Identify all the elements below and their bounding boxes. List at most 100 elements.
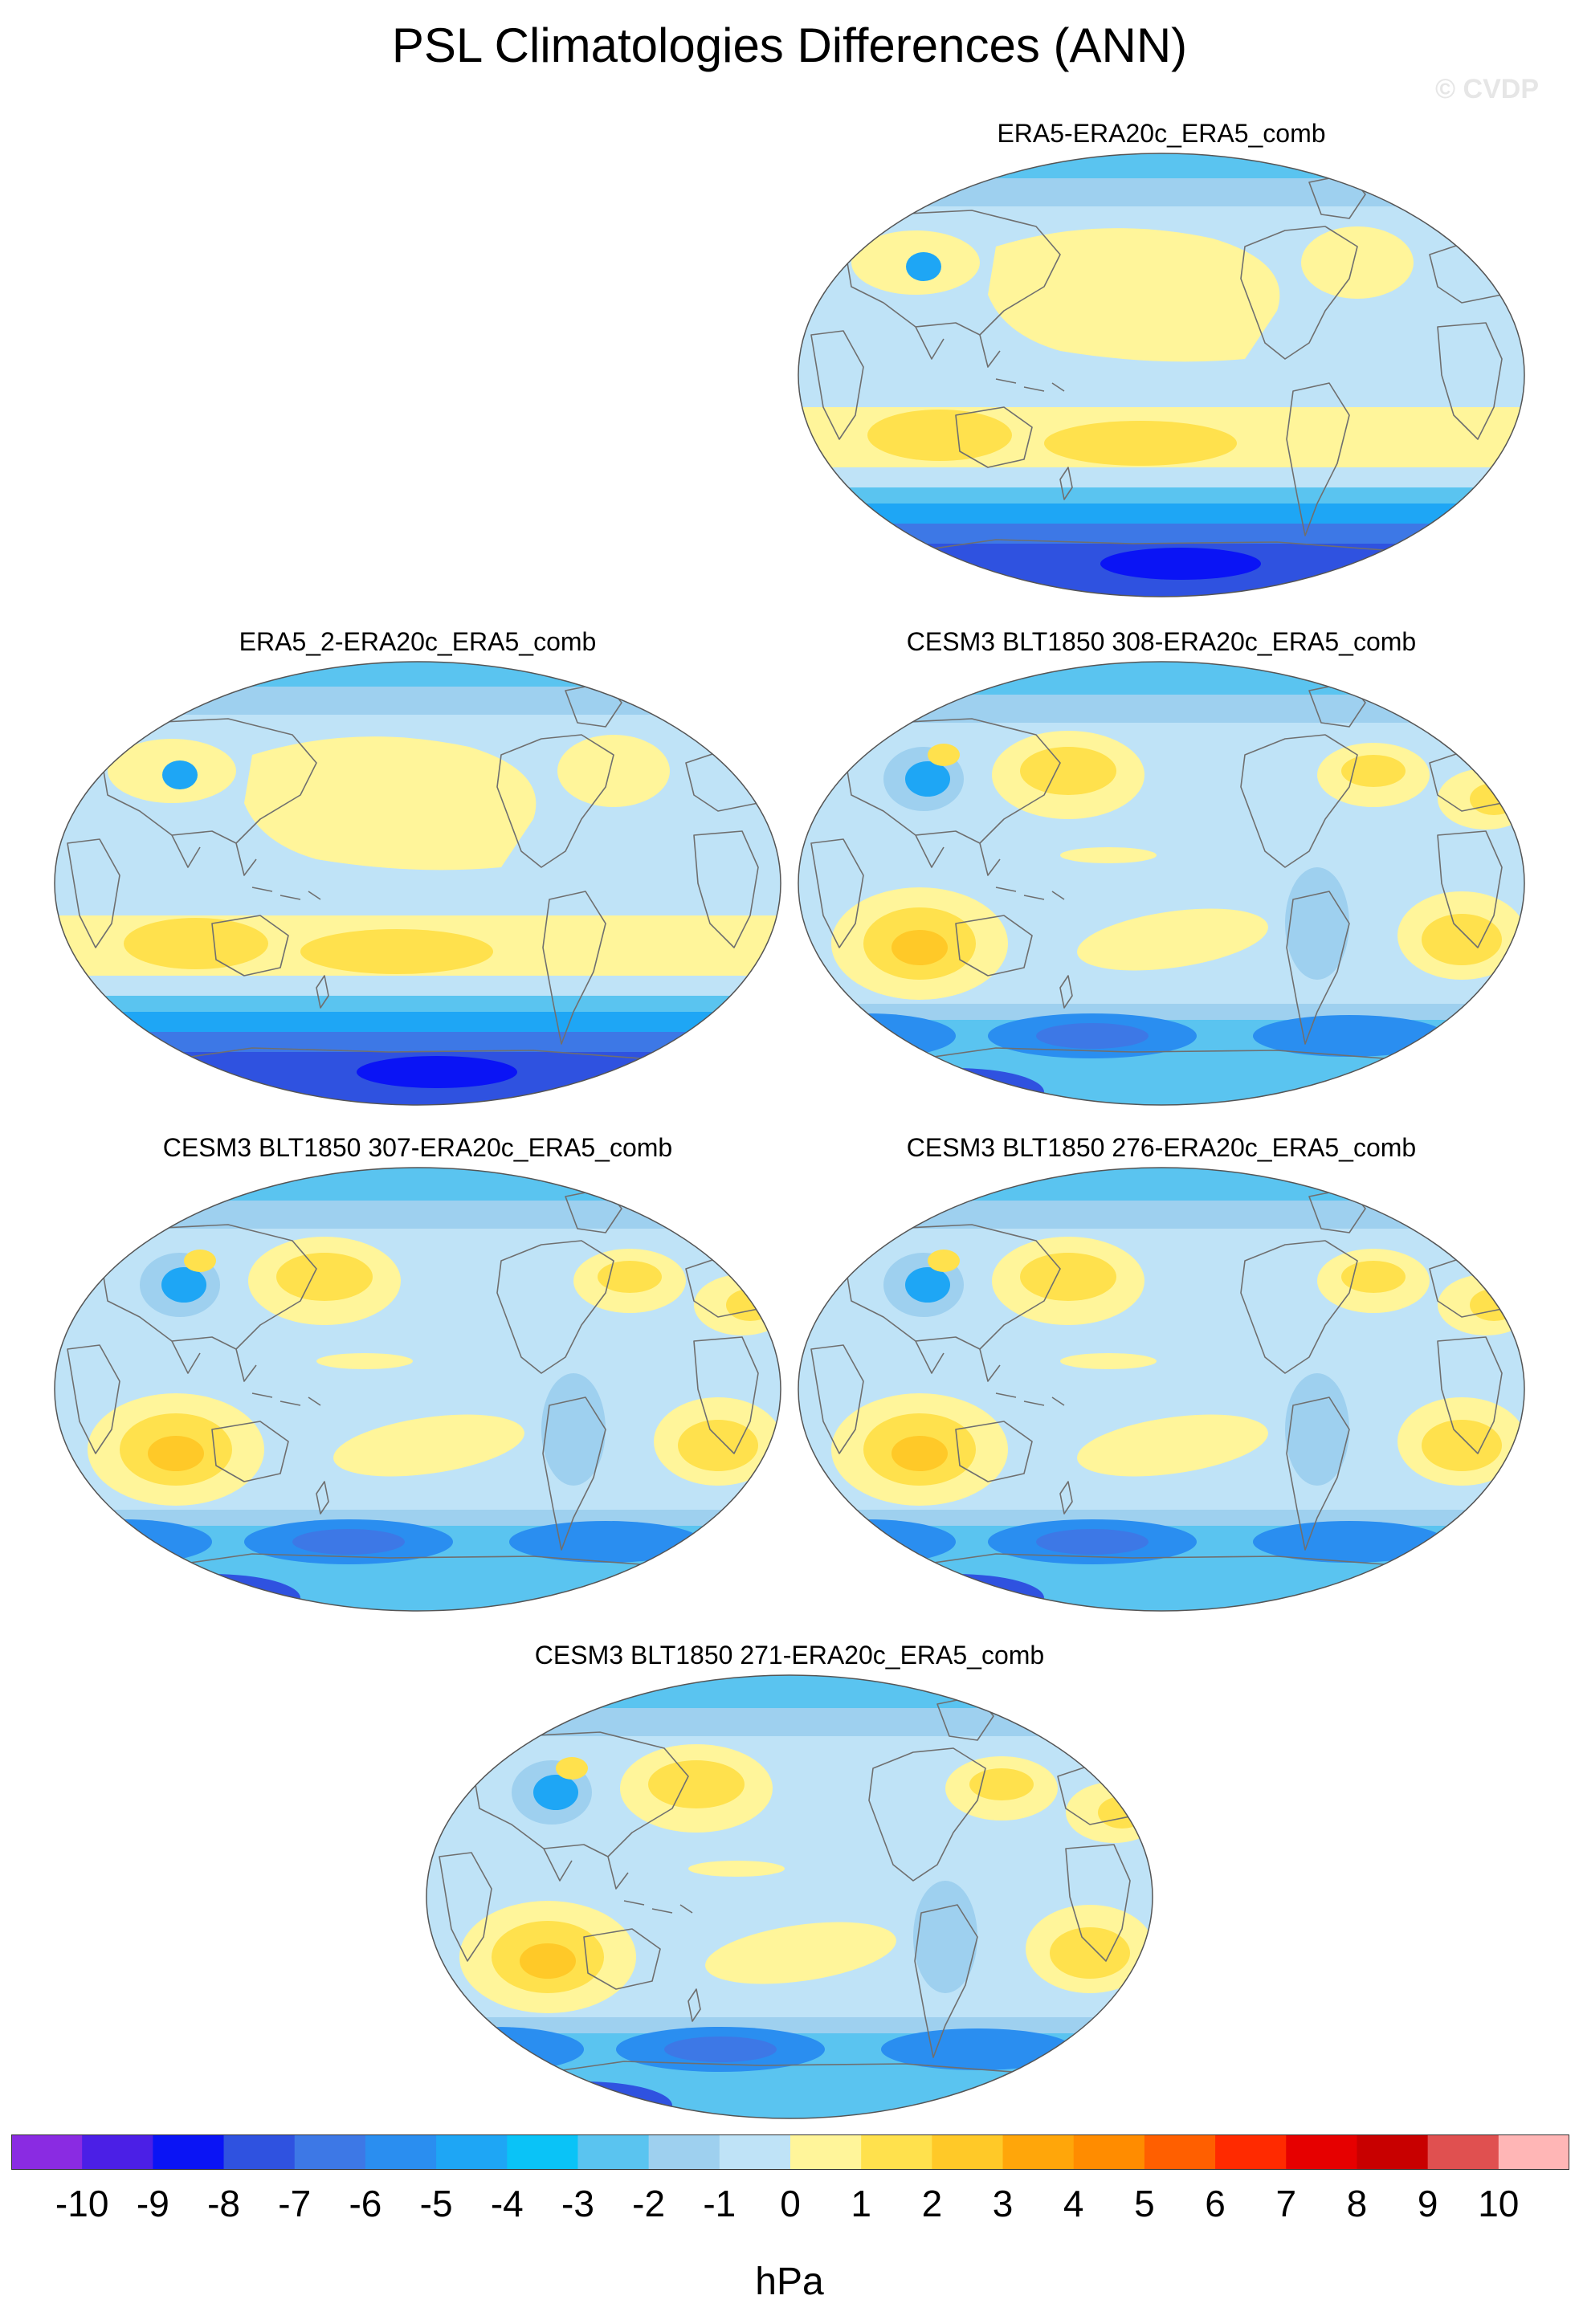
colorbar-swatch bbox=[1215, 2134, 1287, 2170]
colorbar-swatch bbox=[790, 2134, 862, 2170]
contour-region-indian-high bbox=[124, 918, 268, 969]
contour-region-tropical-pacific bbox=[316, 1353, 413, 1369]
coastline-africa-east bbox=[1437, 322, 1503, 440]
coastline-africa-east bbox=[693, 830, 759, 948]
colorbar-tick-label: -2 bbox=[632, 2183, 666, 2224]
contour-region-tibet bbox=[906, 252, 941, 281]
contour-region-southern-low-core bbox=[1036, 1023, 1149, 1049]
panel-title: CESM3 BLT1850 308-ERA20c_ERA5_comb bbox=[906, 627, 1417, 656]
contour-region-tropical-pacific bbox=[688, 1861, 785, 1877]
coastline-new-zealand bbox=[687, 1988, 701, 2022]
coastline-indonesia bbox=[995, 887, 1065, 900]
panel-title: CESM3 BLT1850 276-ERA20c_ERA5_comb bbox=[906, 1133, 1417, 1162]
figure-title: PSL Climatologies Differences (ANN) bbox=[391, 18, 1188, 72]
map-cesm3-271 bbox=[423, 1672, 1156, 2122]
colorbar-swatch bbox=[1357, 2134, 1429, 2170]
colorbar-tick-label: -10 bbox=[55, 2183, 109, 2224]
coastline-new-zealand bbox=[316, 975, 329, 1009]
panel-cesm3-276: CESM3 BLT1850 276-ERA20c_ERA5_comb bbox=[795, 1131, 1528, 1614]
contour-region-south-atlantic-high-2 bbox=[1422, 1420, 1502, 1471]
colorbar-swatch bbox=[1002, 2134, 1075, 2170]
coastline-africa bbox=[67, 1344, 120, 1454]
map-cesm3-307 bbox=[51, 1164, 784, 1614]
contour-region-indian-high-core bbox=[520, 1943, 576, 1979]
colorbar-swatch bbox=[11, 2134, 83, 2170]
map-border bbox=[798, 661, 1525, 1106]
coastline-indonesia bbox=[995, 378, 1065, 392]
panel-cesm3-307: CESM3 BLT1850 307-ERA20c_ERA5_comb bbox=[51, 1131, 784, 1614]
contour-band-arctic-inner bbox=[55, 662, 781, 687]
contour-region-antarctic-low bbox=[357, 1056, 517, 1088]
contour-region-eurasia-core bbox=[1098, 1796, 1146, 1829]
colorbar-swatch bbox=[365, 2134, 437, 2170]
contour-region-atlantic bbox=[557, 735, 670, 807]
colorbar-swatch bbox=[1427, 2134, 1499, 2170]
coastline-eurasia bbox=[99, 718, 317, 844]
contour-region-tibet-high bbox=[556, 1757, 588, 1780]
coastline-africa-east bbox=[1437, 830, 1503, 948]
map-border bbox=[798, 153, 1525, 597]
contour-region-south-america bbox=[541, 1373, 606, 1486]
contour-region-south-atlantic-high-2 bbox=[1050, 1927, 1130, 1979]
contour-region-north-atlantic-core bbox=[969, 1768, 1034, 1800]
colorbar-border bbox=[11, 2134, 1569, 2170]
colorbar-swatch bbox=[648, 2134, 720, 2170]
colorbar-tick-label: -6 bbox=[349, 2183, 382, 2224]
coastline-new-zealand bbox=[316, 1481, 329, 1515]
colorbar-swatch bbox=[153, 2134, 225, 2170]
colorbar-swatch bbox=[223, 2134, 296, 2170]
panel-cesm3-308: CESM3 BLT1850 308-ERA20c_ERA5_comb bbox=[795, 625, 1528, 1108]
contour-region-south-pacific-high bbox=[1077, 908, 1268, 971]
panel-title: ERA5-ERA20c_ERA5_comb bbox=[997, 119, 1326, 148]
map-border bbox=[54, 661, 781, 1106]
coastline-africa-east bbox=[693, 1336, 759, 1454]
colorbar-tick-label: -7 bbox=[278, 2183, 312, 2224]
coastline-africa-east bbox=[1437, 1336, 1503, 1454]
contour-region-eurasia-core bbox=[726, 1289, 774, 1321]
contour-region-tropical-pacific bbox=[1060, 847, 1157, 863]
coastline-south-america bbox=[542, 891, 606, 1045]
coastline-eurasia bbox=[843, 210, 1061, 336]
coastline-africa bbox=[810, 330, 864, 440]
robinson-map bbox=[798, 153, 1525, 597]
panel-title: CESM3 BLT1850 307-ERA20c_ERA5_comb bbox=[162, 1133, 673, 1162]
colorbar-tick-label: 8 bbox=[1346, 2183, 1368, 2224]
coastline-north-america bbox=[496, 734, 614, 868]
contour-region-tibet bbox=[905, 761, 950, 797]
coastline-north-america bbox=[1240, 226, 1358, 360]
colorbar-swatch bbox=[436, 2134, 508, 2170]
coastline-north-america bbox=[1240, 1240, 1358, 1374]
colorbar-swatch bbox=[577, 2134, 650, 2170]
coastline-australia bbox=[955, 406, 1033, 468]
map-border bbox=[798, 1167, 1525, 1612]
coastline-south-asia bbox=[915, 1340, 1001, 1382]
contour-region-north-atlantic-core bbox=[598, 1261, 662, 1293]
colorbar-tick-label: 1 bbox=[851, 2183, 871, 2224]
colorbar-swatch bbox=[1498, 2134, 1570, 2170]
colorbar-tick-label: 5 bbox=[1134, 2183, 1155, 2224]
contour-region-antarctic-low-core bbox=[552, 2095, 648, 2118]
colorbar-tick-label: -1 bbox=[703, 2183, 736, 2224]
coastline-eurasia bbox=[843, 718, 1061, 844]
coastline-south-asia bbox=[171, 1340, 257, 1382]
coastline-indonesia bbox=[623, 1900, 693, 1914]
coastline-new-zealand bbox=[1059, 975, 1073, 1009]
colorbar-units: hPa bbox=[755, 2261, 824, 2303]
panel-era5: ERA5-ERA20c_ERA5_comb bbox=[795, 116, 1528, 600]
contour-region-tibet-high bbox=[184, 1250, 216, 1272]
coastline-new-zealand bbox=[1059, 467, 1073, 500]
coastline-south-asia bbox=[915, 834, 1001, 876]
colorbar-swatches bbox=[11, 2134, 1570, 2170]
colorbar-swatch bbox=[1144, 2134, 1216, 2170]
contour-region-pacific bbox=[244, 736, 537, 870]
colorbar-swatch bbox=[719, 2134, 791, 2170]
contour-region-tibet-high bbox=[928, 744, 960, 766]
contour-region-southern-low-core bbox=[1036, 1529, 1149, 1555]
panel-title: CESM3 BLT1850 271-ERA20c_ERA5_comb bbox=[534, 1641, 1045, 1670]
colorbar: -10 -9 -8 -7 -6 -5 -4 -3 -2 -1 0 1 2 3 4 5 6 7 8 9 10 bbox=[11, 2133, 1570, 2228]
contour-region-eurasia-core bbox=[1470, 1289, 1518, 1321]
coastline-africa bbox=[810, 1344, 864, 1454]
colorbar-swatch bbox=[1073, 2134, 1145, 2170]
contour-region-tibet bbox=[533, 1775, 578, 1810]
coastline-eurasia bbox=[843, 1224, 1061, 1350]
